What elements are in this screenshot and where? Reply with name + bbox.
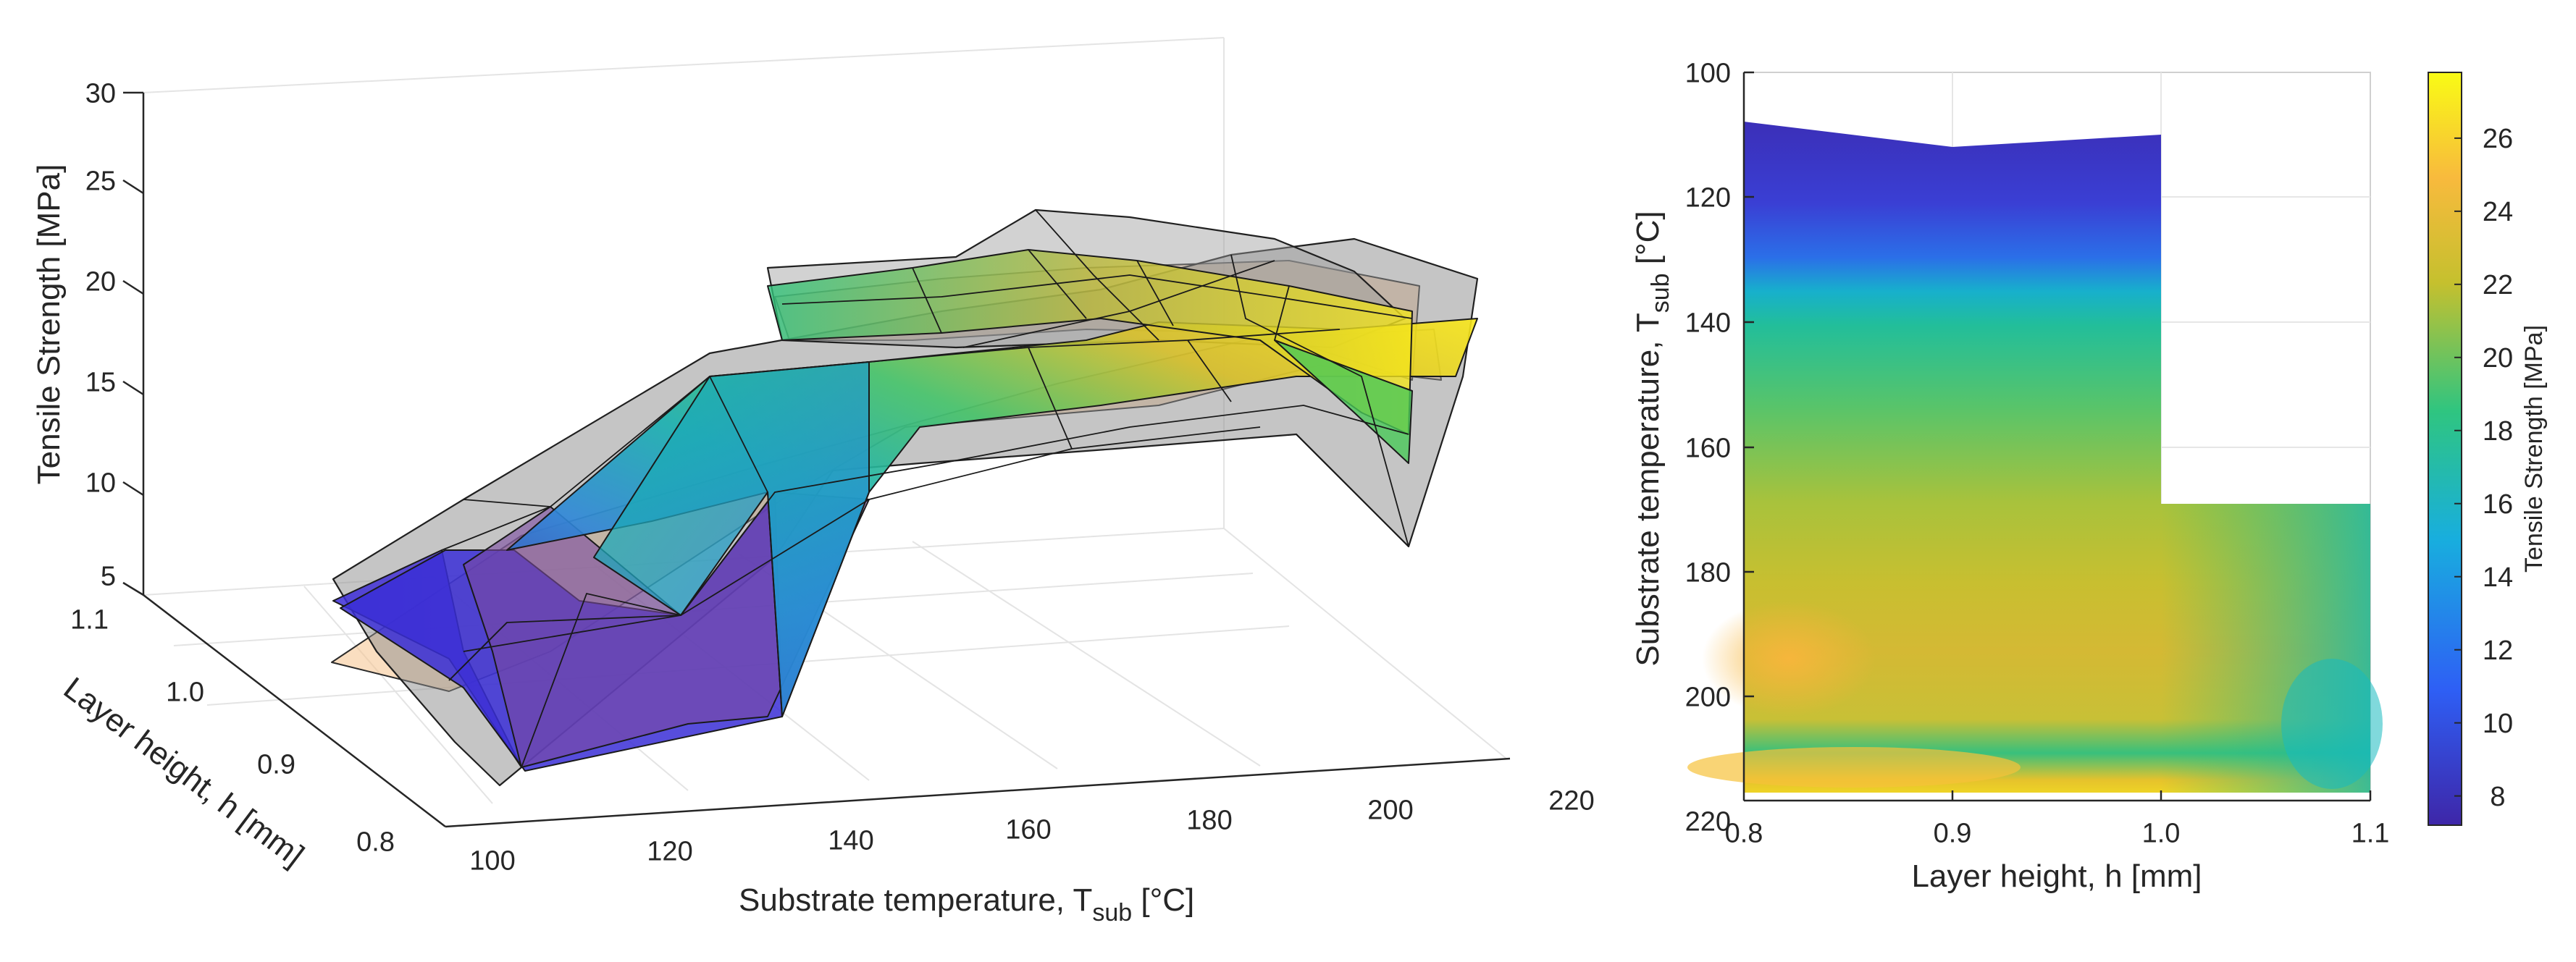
colorbar-tick-label: 8	[2490, 782, 2505, 812]
colorbar-tick-label: 12	[2483, 636, 2513, 666]
colorbar: 8 10 12 14 16 18 20 22 24 26 Tensile Strength [MP…	[2428, 72, 2548, 826]
x-tick-label: 220	[1548, 785, 1594, 816]
measured-surface	[332, 249, 1478, 772]
z-tick-label: 15	[85, 367, 116, 397]
x-axis-line	[445, 757, 1511, 828]
z-tick-labels: 30 25 20 15 10 5	[85, 78, 116, 591]
x-tick-label: 140	[828, 825, 873, 856]
y-tick-label: 200	[1685, 682, 1731, 712]
x-tick-labels: 100 120 140 160 180 200 220	[469, 785, 1594, 876]
colorbar-tick-label: 16	[2483, 489, 2513, 520]
x-tick-label: 100	[469, 845, 515, 876]
x-tick-label: 1.0	[2142, 818, 2181, 848]
hot-region	[1702, 601, 1876, 717]
y-tick-label: 100	[1685, 58, 1731, 88]
z-tick-label: 5	[101, 561, 116, 591]
y-tick-label: 1.1	[70, 604, 109, 635]
axes-3d	[122, 91, 1511, 828]
y-tick-label: 140	[1685, 308, 1731, 338]
y-tick-label: 180	[1685, 557, 1731, 588]
z-tick-label: 25	[85, 166, 116, 196]
contour-x-tick-labels: 0.8 0.9 1.0 1.1	[1725, 818, 2390, 848]
colorbar-tick-label: 10	[2483, 709, 2513, 739]
x-tick-label: 1.1	[2351, 818, 2390, 848]
x-tick-label: 0.8	[1725, 818, 1763, 848]
y-axis-line	[143, 594, 446, 827]
y-tick-label: 120	[1685, 182, 1731, 213]
colorbar-tick-label: 14	[2483, 562, 2513, 593]
surface-plot-3d: 30 25 20 15 10 5 0.8 0.9 1.0 1.1 100 120…	[31, 37, 1595, 927]
x-tick-label: 120	[647, 836, 692, 866]
y-tick-label: 1.0	[166, 677, 204, 707]
contour-y-tick-labels: 100 120 140 160 180 200 220	[1685, 58, 1731, 837]
y-tick-label: 220	[1685, 806, 1731, 837]
x-tick-label: 160	[1005, 814, 1051, 845]
colorbar-tick-label: 22	[2483, 270, 2513, 300]
y-tick-label: 160	[1685, 433, 1731, 463]
y-tick-labels: 0.8 0.9 1.0 1.1	[70, 604, 395, 857]
x-tick-label: 200	[1367, 795, 1413, 825]
colorbar-tick-label: 26	[2483, 124, 2513, 154]
x-tick-label: 0.9	[1934, 818, 1972, 848]
contour-y-axis-title: Substrate temperature, Tsub [°C]	[1630, 211, 1674, 666]
z-axis-title: Tensile Strength [MPa]	[31, 164, 67, 485]
z-tick-label: 30	[85, 78, 116, 109]
z-tick-label: 10	[85, 468, 116, 498]
colorbar-tick-label: 18	[2483, 416, 2513, 447]
contour-field	[1687, 122, 2383, 801]
surface-wireframe	[441, 209, 1413, 768]
x-axis-title: Substrate temperature, Tsub [°C]	[739, 882, 1194, 927]
y-tick-label: 0.8	[356, 827, 395, 857]
z-tick-label: 20	[85, 266, 116, 297]
colorbar-tick-label: 20	[2483, 343, 2513, 374]
contour-axes	[1742, 71, 2372, 802]
x-tick-label: 180	[1186, 805, 1232, 835]
colorbar-ticks: 8 10 12 14 16 18 20 22 24 26	[2454, 124, 2513, 812]
contour-plot: 100 120 140 160 180 200 220 0.8 0.9 1.0 …	[1630, 58, 2389, 894]
colorbar-gradient	[2428, 72, 2462, 826]
colorbar-title: Tensile Strength [MPa]	[2520, 325, 2548, 573]
colorbar-tick-label: 24	[2483, 197, 2513, 227]
y-tick-label: 0.9	[257, 749, 295, 780]
contour-x-axis-title: Layer height, h [mm]	[1911, 858, 2202, 894]
